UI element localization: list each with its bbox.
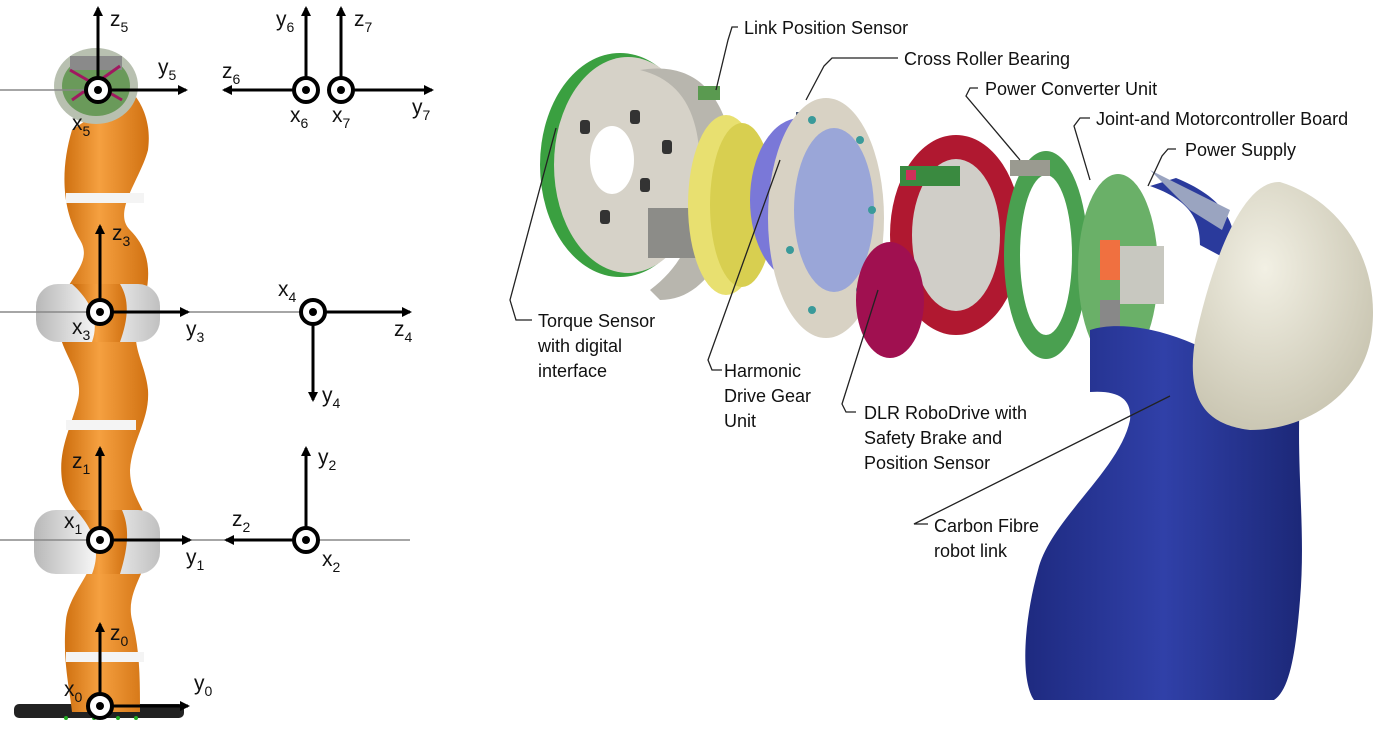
label-y5: y5 bbox=[158, 56, 177, 83]
axis-labels: z5 y5 x5 y6 z6 x6 z7 x7 y7 z3 x3 y3 x4 z… bbox=[64, 8, 431, 705]
label-x7: x7 bbox=[332, 104, 351, 131]
label-z4: z4 bbox=[394, 318, 413, 345]
callout-labels: Link Position Sensor Cross Roller Bearin… bbox=[537, 18, 1348, 561]
shell-cap bbox=[1150, 170, 1374, 430]
label-x1: x1 bbox=[64, 510, 83, 537]
label-y4: y4 bbox=[322, 384, 341, 411]
callout-power-supply: Power Supply bbox=[1185, 140, 1296, 160]
origin-1 bbox=[86, 526, 114, 554]
label-z3: z3 bbox=[112, 222, 131, 249]
label-z6: z6 bbox=[222, 60, 241, 87]
origin-5 bbox=[84, 76, 112, 104]
origin-3 bbox=[86, 298, 114, 326]
label-x3: x3 bbox=[72, 316, 91, 343]
callout-leaders bbox=[509, 26, 1176, 525]
origin-7 bbox=[327, 76, 355, 104]
callout-carbon-fibre: Carbon Fibre robot link bbox=[934, 516, 1044, 561]
robodrive-part bbox=[856, 135, 1022, 358]
origin-4 bbox=[299, 298, 327, 326]
label-y3: y3 bbox=[186, 318, 205, 345]
callout-harmonic-drive: Harmonic Drive Gear Unit bbox=[724, 361, 816, 431]
exploded-joint bbox=[540, 53, 1374, 700]
label-y0: y0 bbox=[194, 672, 213, 699]
origin-markers bbox=[84, 76, 355, 720]
origin-0 bbox=[86, 692, 114, 720]
label-z0: z0 bbox=[110, 622, 129, 649]
origin-2 bbox=[292, 526, 320, 554]
power-converter-part bbox=[1004, 151, 1088, 359]
callout-torque-sensor: Torque Sensor with digital interface bbox=[537, 311, 660, 381]
label-z7: z7 bbox=[354, 8, 373, 35]
robot-body bbox=[57, 90, 150, 712]
label-y2: y2 bbox=[318, 446, 337, 473]
origin-6 bbox=[292, 76, 320, 104]
label-z2: z2 bbox=[232, 508, 251, 535]
label-x4: x4 bbox=[278, 278, 297, 305]
callout-power-converter-unit: Power Converter Unit bbox=[985, 79, 1157, 99]
callout-cross-roller-bearing: Cross Roller Bearing bbox=[904, 49, 1070, 69]
robot-arm bbox=[14, 48, 184, 720]
callout-robodrive: DLR RoboDrive with Safety Brake and Posi… bbox=[864, 403, 1032, 473]
label-y1: y1 bbox=[186, 546, 205, 573]
label-y7: y7 bbox=[412, 96, 431, 123]
label-y6: y6 bbox=[276, 8, 295, 35]
label-x2: x2 bbox=[322, 548, 341, 575]
label-z1: z1 bbox=[72, 450, 91, 477]
label-z5: z5 bbox=[110, 8, 129, 35]
label-x0: x0 bbox=[64, 678, 83, 705]
callout-joint-motorcontroller-board: Joint-and Motorcontroller Board bbox=[1096, 109, 1348, 129]
label-x5: x5 bbox=[72, 112, 91, 139]
controller-board-part bbox=[1078, 174, 1164, 366]
coordinate-frames bbox=[93, 6, 434, 711]
callout-link-position-sensor: Link Position Sensor bbox=[744, 18, 908, 38]
label-x6: x6 bbox=[290, 104, 309, 131]
